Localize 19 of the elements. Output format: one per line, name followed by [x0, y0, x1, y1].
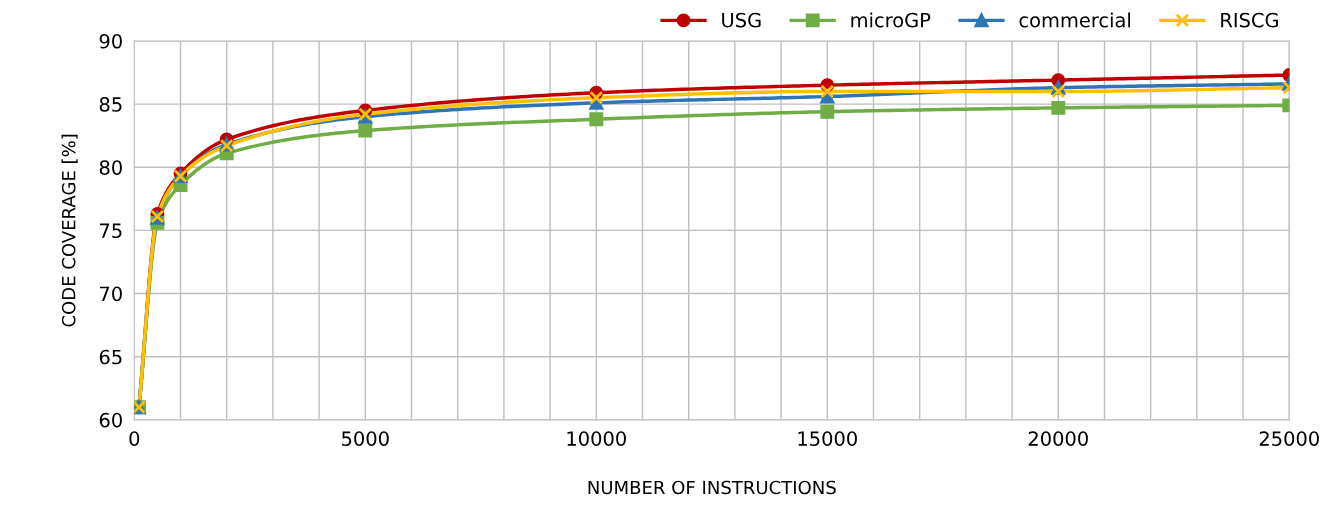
x-tick-label: 20000	[1028, 431, 1088, 446]
y-tick-label: 75	[100, 223, 122, 239]
x-tick-label: 10000	[567, 431, 626, 446]
y-tick-label: 80	[99, 160, 122, 175]
x-tick-label: 15000	[798, 431, 857, 446]
x-tick-label: 0	[129, 431, 140, 446]
x-axis-title: NUMBER OF INSTRUCTIONS	[588, 480, 836, 495]
legend-label: commercial	[1019, 12, 1130, 28]
y-tick-label: 65	[99, 349, 122, 365]
y-tick-label: 60	[99, 412, 122, 428]
y-tick-label: 70	[100, 286, 122, 302]
y-tick-label: 90	[99, 33, 122, 49]
x-tick-label: 5000	[342, 431, 389, 446]
y-tick-label: 85	[99, 97, 122, 112]
legend-label: RISCG	[1221, 12, 1278, 28]
y-axis-title: CODE COVERAGE [%]	[61, 134, 78, 327]
legend-label: microGP	[851, 12, 931, 28]
legend-label: USG	[722, 12, 761, 28]
x-tick-label: 25000	[1259, 431, 1319, 446]
